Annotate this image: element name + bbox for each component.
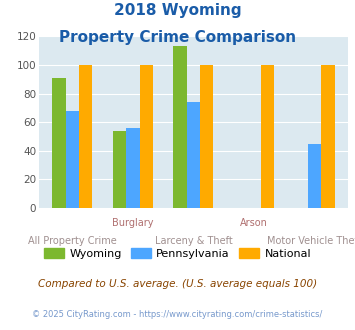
- Bar: [308, 144, 321, 208]
- Bar: [174, 46, 187, 208]
- Text: All Property Crime: All Property Crime: [28, 236, 117, 246]
- Text: Compared to U.S. average. (U.S. average equals 100): Compared to U.S. average. (U.S. average …: [38, 279, 317, 289]
- Text: Arson: Arson: [240, 218, 268, 228]
- Text: Larceny & Theft: Larceny & Theft: [154, 236, 233, 246]
- Bar: [187, 102, 200, 208]
- Bar: [321, 65, 334, 208]
- Bar: [53, 78, 66, 208]
- Bar: [66, 111, 79, 208]
- Text: © 2025 CityRating.com - https://www.cityrating.com/crime-statistics/: © 2025 CityRating.com - https://www.city…: [32, 310, 323, 319]
- Bar: [140, 65, 153, 208]
- Legend: Wyoming, Pennsylvania, National: Wyoming, Pennsylvania, National: [39, 243, 316, 263]
- Text: Burglary: Burglary: [112, 218, 154, 228]
- Bar: [261, 65, 274, 208]
- Bar: [79, 65, 92, 208]
- Bar: [113, 131, 126, 208]
- Bar: [200, 65, 213, 208]
- Text: Motor Vehicle Theft: Motor Vehicle Theft: [267, 236, 355, 246]
- Bar: [126, 128, 140, 208]
- Text: Property Crime Comparison: Property Crime Comparison: [59, 30, 296, 45]
- Text: 2018 Wyoming: 2018 Wyoming: [114, 3, 241, 18]
